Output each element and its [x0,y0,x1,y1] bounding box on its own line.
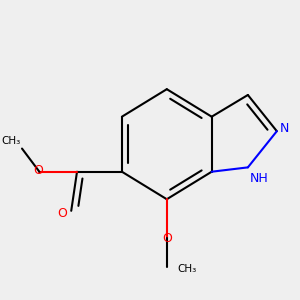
Text: CH₃: CH₃ [1,136,21,146]
Text: NH: NH [250,172,269,185]
Text: O: O [162,232,172,245]
Text: N: N [279,122,289,135]
Text: CH₃: CH₃ [177,264,196,274]
Text: O: O [58,207,68,220]
Text: O: O [33,164,43,177]
